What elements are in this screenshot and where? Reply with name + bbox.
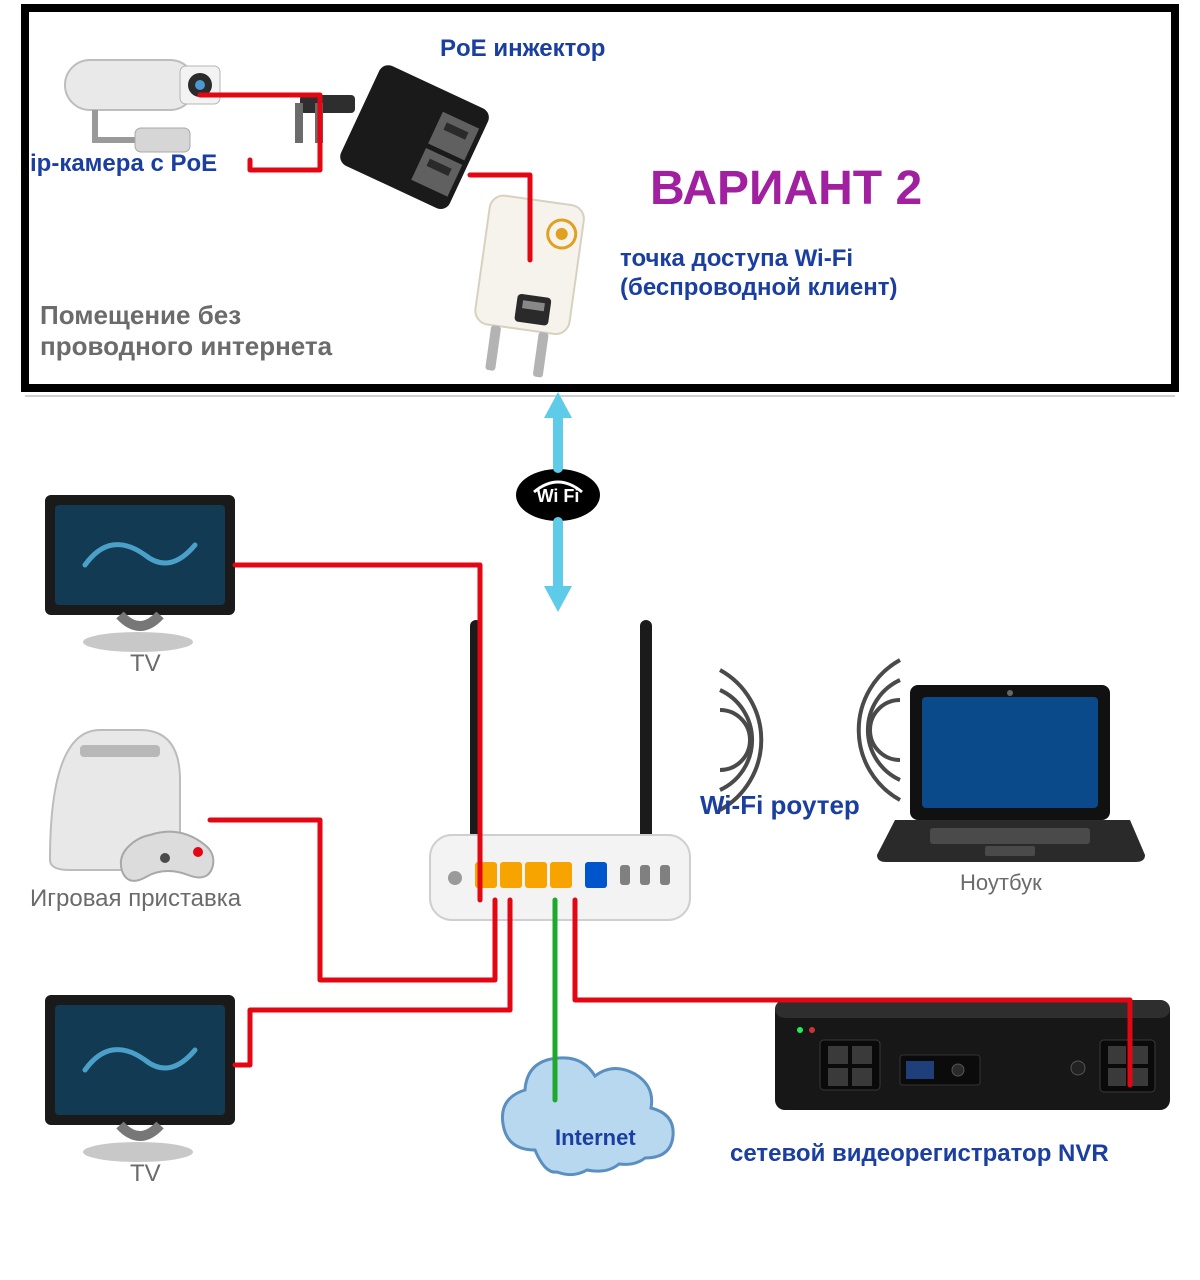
wifi-ap-label: точка доступа Wi-Fi (беспроводной клиент…	[620, 245, 898, 303]
title-text: ВАРИАНТ 2	[650, 160, 922, 218]
poe-injector-icon	[295, 62, 492, 212]
router-icon	[430, 620, 690, 920]
radio-arcs-right	[720, 670, 761, 810]
poe-injector-label: PoE инжектор	[440, 35, 605, 64]
laptop-icon	[877, 685, 1145, 862]
svg-text:Wi Fi: Wi Fi	[537, 486, 580, 506]
room-note: Помещение без проводного интернета	[40, 300, 332, 362]
cables-red	[200, 95, 1130, 1085]
wifi-ap-icon	[467, 194, 585, 381]
router-label: Wi-Fi роутер	[700, 790, 860, 821]
laptop-label: Ноутбук	[960, 870, 1042, 896]
nvr-label: сетевой видеорегистратор NVR	[730, 1140, 1109, 1169]
radio-arcs-left	[859, 660, 900, 800]
internet-cloud-icon	[502, 1058, 673, 1175]
diagram-canvas: Wi Fi	[0, 0, 1200, 1280]
internet-label: Internet	[555, 1125, 636, 1151]
wifi-double-arrow	[544, 392, 572, 612]
wifi-badge-icon: Wi Fi	[516, 469, 600, 521]
console-label: Игровая приставка	[30, 885, 241, 914]
ip-camera-label: ip-камера с PoE	[30, 150, 217, 179]
tv1-label: TV	[130, 650, 161, 679]
nvr-icon	[775, 1000, 1170, 1110]
svg-layer: Wi Fi	[0, 0, 1200, 1280]
tv1-icon	[45, 495, 235, 652]
tv2-label: TV	[130, 1160, 161, 1189]
ip-camera-icon	[65, 60, 220, 152]
tv2-icon	[45, 995, 235, 1162]
game-console-icon	[50, 730, 213, 881]
